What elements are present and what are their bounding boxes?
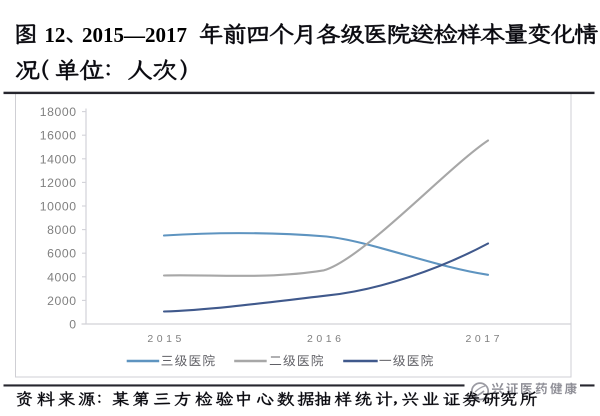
svg-text:8000: 8000 xyxy=(47,223,77,237)
svg-text:2017: 2017 xyxy=(466,333,504,345)
svg-text:18000: 18000 xyxy=(40,105,77,119)
svg-text:0: 0 xyxy=(69,317,76,331)
svg-text:2015: 2015 xyxy=(147,333,185,345)
svg-text:14000: 14000 xyxy=(40,152,77,166)
svg-text:2016: 2016 xyxy=(307,333,345,345)
svg-text:4000: 4000 xyxy=(47,270,77,284)
svg-text:2015—2017: 2015—2017 xyxy=(82,23,187,47)
svg-text:12: 12 xyxy=(44,23,65,47)
svg-text:10000: 10000 xyxy=(40,199,77,213)
svg-text:16000: 16000 xyxy=(40,129,77,143)
svg-text:2000: 2000 xyxy=(47,294,77,308)
svg-text:12000: 12000 xyxy=(40,176,77,190)
svg-text:6000: 6000 xyxy=(47,247,77,261)
